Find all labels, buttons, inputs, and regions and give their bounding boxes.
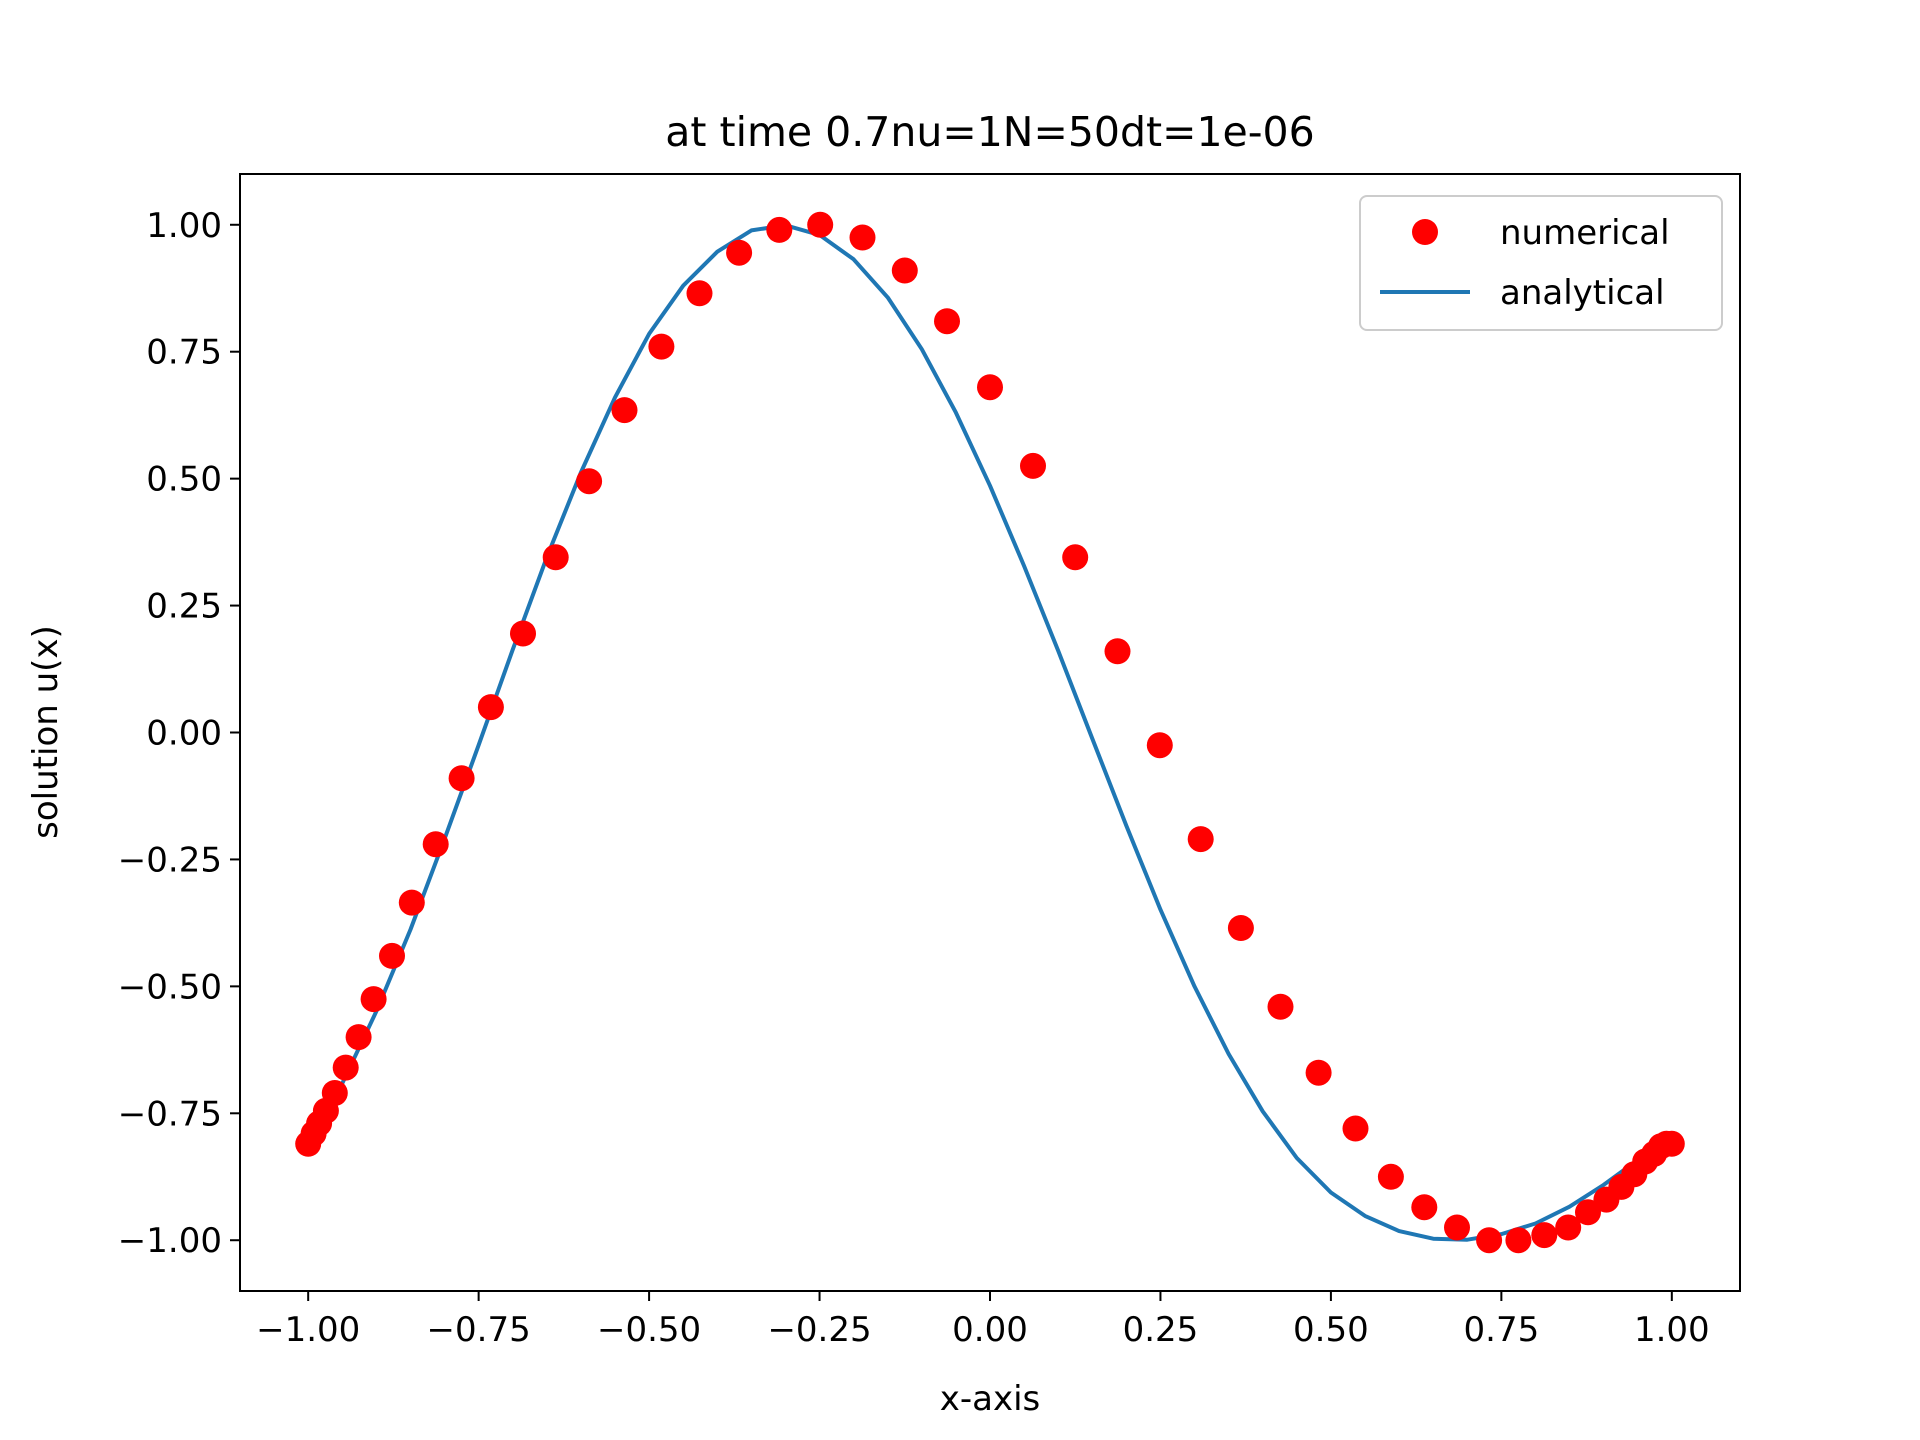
chart-title: at time 0.7nu=1N=50dt=1e-06: [665, 108, 1314, 156]
numerical-point: [686, 280, 713, 307]
numerical-point: [576, 468, 603, 495]
y-axis-ticks: 1.00 0.75 0.50 0.25 0.00 −0.25 −0.50 −0.75 −1.00: [118, 206, 240, 1261]
x-tick-label: 0.75: [1464, 1310, 1540, 1350]
numerical-point: [934, 308, 960, 335]
numerical-point: [542, 544, 569, 571]
numerical-series: [295, 211, 1685, 1254]
numerical-point: [807, 211, 834, 238]
analytical-line: [306, 223, 1673, 1242]
legend-label-numerical: numerical: [1500, 213, 1670, 253]
numerical-point: [1505, 1227, 1532, 1254]
plot-background: [240, 174, 1740, 1291]
numerical-point: [1377, 1163, 1404, 1190]
x-tick-label: 0.50: [1293, 1310, 1369, 1350]
y-tick-label: 1.00: [146, 206, 222, 246]
numerical-point: [1187, 826, 1214, 853]
x-tick-label: −1.00: [256, 1310, 360, 1350]
numerical-point: [422, 831, 449, 858]
legend-box: [1359, 195, 1723, 331]
numerical-point: [766, 216, 793, 243]
y-tick-label: 0.00: [146, 714, 222, 754]
numerical-point: [977, 374, 1003, 401]
numerical-point: [1531, 1222, 1558, 1249]
x-axis-ticks: −1.00 −0.75 −0.50 −0.25 0.00 0.25 0.50 0.75 1.00: [256, 1291, 1710, 1350]
numerical-point: [1227, 915, 1254, 941]
legend-marker-numerical: [1412, 219, 1438, 245]
numerical-point: [1575, 1199, 1601, 1226]
numerical-point: [345, 1024, 372, 1051]
y-tick-label: −0.75: [118, 1094, 222, 1134]
y-tick-label: 0.75: [146, 333, 222, 373]
numerical-point: [891, 257, 918, 284]
analytical-series: [306, 223, 1673, 1242]
numerical-point: [1020, 452, 1046, 479]
x-tick-label: −0.50: [597, 1310, 701, 1350]
numerical-point: [1476, 1227, 1503, 1254]
y-tick-label: −0.25: [118, 840, 222, 880]
numerical-point: [360, 986, 387, 1013]
numerical-point: [726, 239, 753, 266]
numerical-point: [1555, 1214, 1582, 1241]
numerical-point: [849, 224, 876, 251]
numerical-point: [321, 1080, 348, 1106]
numerical-point: [1411, 1194, 1438, 1221]
legend-label-analytical: analytical: [1500, 273, 1665, 313]
x-tick-label: 0.00: [952, 1310, 1028, 1350]
plot-area: [239, 173, 1741, 1292]
y-tick-label: −0.50: [118, 967, 222, 1007]
numerical-point: [510, 620, 536, 647]
y-tick-label: −1.00: [118, 1221, 222, 1261]
numerical-point: [611, 397, 638, 424]
y-tick-label: 0.25: [146, 587, 222, 627]
numerical-point: [1104, 638, 1131, 665]
x-tick-label: 0.25: [1123, 1310, 1199, 1350]
x-tick-label: −0.25: [767, 1310, 871, 1350]
numerical-point: [398, 889, 425, 916]
x-tick-label: 1.00: [1634, 1310, 1710, 1350]
x-tick-label: −0.75: [427, 1310, 531, 1350]
numerical-point: [477, 694, 504, 721]
legend: numerical analytical: [1359, 195, 1723, 331]
x-axis-label: x-axis: [940, 1379, 1041, 1419]
numerical-point: [379, 942, 405, 969]
y-tick-label: 0.50: [146, 460, 222, 500]
numerical-point: [1658, 1130, 1685, 1157]
numerical-point: [1267, 993, 1294, 1020]
numerical-point: [648, 333, 675, 360]
numerical-point: [1342, 1115, 1369, 1142]
numerical-point: [1305, 1059, 1332, 1086]
y-axis-label: solution u(x): [26, 625, 66, 839]
numerical-point: [332, 1054, 359, 1081]
numerical-point: [448, 765, 475, 792]
numerical-point: [1062, 544, 1089, 571]
numerical-point: [1444, 1214, 1470, 1241]
numerical-point: [1146, 732, 1173, 759]
